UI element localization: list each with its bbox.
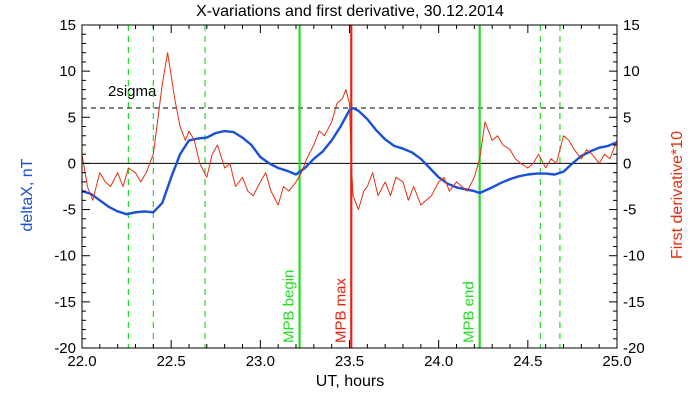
deltax-series-line bbox=[81, 106, 618, 216]
x-tick-label-0: 22.0 bbox=[67, 353, 96, 370]
x-tick-label-3: 23.5 bbox=[335, 353, 364, 370]
mpb-begin-label: MPB begin bbox=[281, 270, 298, 343]
x-tick-label-4: 24.0 bbox=[424, 353, 453, 370]
y-tick-label-right-0: 15 bbox=[623, 17, 640, 34]
y-tick-label-right-6: -15 bbox=[623, 294, 645, 311]
plot-frame bbox=[81, 24, 618, 349]
threshold-label: 2sigma bbox=[108, 83, 157, 100]
y-tick-label-right-2: 5 bbox=[623, 109, 631, 126]
chart-title: X-variations and first derivative, 30.12… bbox=[196, 3, 504, 20]
marker-layer: MPB begin MPB max MPB end bbox=[82, 25, 617, 348]
y-tick-label-left-1: 10 bbox=[59, 63, 76, 80]
mpb-max-label: MPB max bbox=[332, 277, 349, 343]
y-tick-label-left-7: -20 bbox=[54, 340, 76, 357]
y-tick-label-right-4: -5 bbox=[623, 202, 636, 219]
y-tick-label-left-6: -15 bbox=[54, 294, 76, 311]
y-tick-label-right-1: 10 bbox=[623, 63, 640, 80]
y-tick-label-right-7: -20 bbox=[623, 340, 645, 357]
x-tick-label-2: 23.0 bbox=[246, 353, 275, 370]
y-tick-label-left-4: -5 bbox=[63, 202, 76, 219]
x-axis-label: UT, hours bbox=[316, 373, 384, 390]
y-tick-label-left-2: 5 bbox=[68, 109, 76, 126]
x-tick-label-5: 24.5 bbox=[513, 353, 542, 370]
y-tick-label-right-5: -10 bbox=[623, 248, 645, 265]
y-tick-label-left-0: 15 bbox=[59, 17, 76, 34]
y-tick-label-left-5: -10 bbox=[54, 248, 76, 265]
x-tick-label-6: 25.0 bbox=[602, 353, 631, 370]
y-axis-left-label: deltaX, nT bbox=[19, 158, 36, 231]
y-axis-right-label: First derivative*10 bbox=[669, 131, 686, 259]
y-tick-label-right-3: 0 bbox=[623, 155, 631, 172]
y-tick-label-left-3: 0 bbox=[68, 155, 76, 172]
lines-layer bbox=[81, 52, 618, 216]
derivative-series-line bbox=[81, 52, 618, 211]
x-tick-label-1: 22.5 bbox=[157, 353, 186, 370]
mpb-end-label: MPB end bbox=[461, 281, 478, 343]
